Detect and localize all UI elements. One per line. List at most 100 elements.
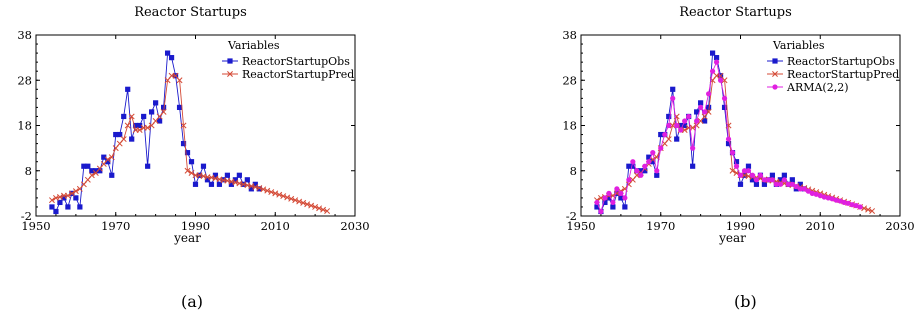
chart-b-series-reactorstartuppred-point-1973-b: [669, 122, 676, 129]
chart-a-series-reactorstartupobs-point-1970: [113, 131, 119, 138]
chart-a-series-reactorstartuppred-point-2013-b: [284, 194, 291, 201]
chart-b-series-arma-2-2-point-1976: [682, 118, 688, 124]
chart-b-series-reactorstartupobs-point-1965: [638, 168, 644, 174]
chart-a-series-reactorstartuppred-point-2015-b: [292, 197, 299, 204]
chart-b-series-arma-2-2-point-1963: [630, 159, 636, 165]
chart-a-series-reactorstartuppred-point-1964-b: [88, 172, 95, 179]
chart-b-legend-reactorstartuppred-marker: [772, 71, 778, 77]
chart-a-series-reactorstartupobs-point-1968: [105, 159, 111, 165]
chart-a-series-reactorstartupobs-point-1975: [133, 122, 139, 129]
chart-a-series-reactorstartupobs-point-1988: [184, 150, 191, 156]
chart-b-xtick-label-2010: 2010: [806, 219, 835, 233]
chart-a-series-reactorstartupobs-point-1995: [212, 172, 219, 178]
chart-b-legend-arma-2-2-marker: [772, 84, 778, 90]
chart-a-legend-reactorstartuppred-label: ReactorStartupPred: [242, 68, 354, 81]
chart-a-series-reactorstartupobs-point-1990: [192, 181, 199, 187]
chart-a-series-reactorstartuppred-point-1955-b: [52, 194, 59, 201]
chart-a-series-reactorstartuppred-point-2015: [292, 197, 299, 204]
chart-a-x-axis-label: year: [173, 231, 201, 245]
chart-b-series-reactorstartuppred-point-1964: [633, 172, 640, 179]
chart-a-series-reactorstartuppred-point-2014-b: [288, 195, 295, 202]
chart-b-series-arma-2-2-point-1988: [729, 150, 736, 156]
chart-b-series-arma-2-2-point-1989: [733, 163, 740, 169]
chart-b-series-arma-2-2-point-1977: [686, 113, 692, 120]
chart-b-series-reactorstartuppred-point-1982: [705, 108, 712, 115]
chart-b-series-arma-2-2-point-2006: [801, 186, 807, 192]
chart-b-series-arma-2-2-point-1986: [721, 95, 728, 101]
chart-b-series-reactorstartupobs-point-1958: [610, 204, 616, 210]
chart-a-series-reactorstartuppred-point-1988: [184, 167, 191, 174]
chart-b-series-arma-2-2-point-2008: [809, 190, 815, 196]
chart-b-series-reactorstartuppred-line: [596, 75, 873, 212]
chart-b-series-reactorstartupobs-point-1986: [721, 104, 728, 110]
chart-a-series-reactorstartupobs-point-1987: [180, 141, 187, 147]
chart-a-series-reactorstartupobs-point-1993: [204, 177, 211, 183]
chart-a-series-reactorstartuppred-point-2014: [288, 195, 295, 202]
chart-b-series-reactorstartupobs-point-1976: [682, 122, 688, 129]
chart-a-series-reactorstartupobs-point-1976: [137, 122, 143, 129]
chart-a-series-reactorstartuppred-point-1974: [128, 113, 135, 120]
chart-b-xtick-label-1970: 1970: [646, 219, 675, 233]
chart-b-series-arma-2-2-point-2004: [793, 183, 799, 190]
chart-a-series-reactorstartupobs-point-1958: [65, 204, 71, 210]
chart-a-series-reactorstartuppred-point-1985-b: [172, 72, 179, 79]
chart-a-series-reactorstartuppred-point-2023-b: [324, 208, 331, 214]
chart-a-series-reactorstartupobs-point-2001: [236, 172, 242, 178]
chart-b-series-arma-2-2-point-1993: [749, 172, 756, 178]
chart-a-series-reactorstartuppred-point-1960: [72, 188, 79, 195]
chart-a-series-reactorstartuppred-point-1964: [88, 172, 95, 179]
chart-b-series-reactorstartupobs-point-1998: [769, 172, 775, 178]
chart-b-series-arma-2-2-point-1968: [650, 150, 656, 156]
chart-a-series-reactorstartuppred-point-2012-b: [280, 193, 287, 200]
chart-a-series-reactorstartupobs-point-1972: [121, 113, 127, 120]
chart-b-xtick-label-1990: 1990: [726, 219, 755, 233]
chart-b-series-arma-2-2-point-1997: [765, 177, 772, 183]
chart-a-legend-title: Variables: [227, 39, 280, 52]
chart-a-series-reactorstartuppred-point-1982: [160, 108, 167, 115]
chart-a-series-reactorstartupobs-point-1979: [149, 109, 155, 115]
chart-b-series-reactorstartuppred-point-1976: [681, 127, 688, 133]
chart-b-series-arma-2-2-point-1959: [614, 186, 620, 192]
chart-b-ytick-label-38: 38: [562, 28, 577, 42]
chart-a-series-reactorstartupobs-point-1954: [49, 204, 55, 210]
chart-b-series-reactorstartuppred-point-2021-b: [861, 205, 868, 212]
chart-a-series-reactorstartupobs-point-2003: [244, 177, 250, 183]
chart-b-series-arma-2-2-point-1956: [602, 195, 608, 201]
chart-a-series-reactorstartuppred-point-1969-b: [108, 154, 115, 161]
chart-b-series-arma-2-2-point-1973: [670, 95, 676, 101]
chart-b-series-arma-2-2-point-2000: [777, 181, 783, 187]
chart-b-series-arma-2-2-point-1971: [662, 131, 668, 138]
chart-b-series-reactorstartuppred-point-1969-b: [653, 154, 660, 161]
chart-b-series-reactorstartupobs-point-1960: [618, 195, 624, 201]
chart-b-series-arma-2-2-point-1962: [626, 177, 632, 183]
chart-a-series-reactorstartuppred-point-1972-b: [120, 136, 127, 143]
chart-b-series-arma-2-2-point-1975: [678, 127, 684, 133]
chart-b-series-reactorstartuppred-point-1982-b: [705, 108, 712, 115]
chart-a-series-reactorstartupobs-point-1969: [109, 172, 115, 178]
chart-a-series-reactorstartuppred-point-1986: [176, 77, 183, 84]
chart-a-series-reactorstartuppred-point-2018: [304, 201, 311, 208]
chart-b-series-arma-2-2-point-1964: [634, 168, 640, 174]
chart-b-title: Reactor Startups: [679, 5, 792, 20]
chart-a-series-reactorstartuppred-point-1973-b: [124, 122, 131, 129]
chart-b-series-reactorstartupobs-point-1996: [761, 181, 768, 187]
chart-a-series-reactorstartuppred-point-1987: [180, 122, 187, 129]
chart-b-series-arma-2-2-point-2011: [821, 194, 827, 200]
chart-a-series-reactorstartuppred-point-2013: [284, 194, 291, 201]
chart-a-series-reactorstartuppred-point-2010-b: [272, 190, 279, 197]
chart-b-series-reactorstartupobs-point-1963: [630, 163, 636, 169]
chart-a-xtick-label-1970: 1970: [101, 219, 130, 233]
chart-a-ytick-label-38: 38: [17, 28, 32, 42]
chart-b-series-arma-2-2-point-2019: [853, 202, 859, 209]
chart-a-legend-reactorstartupobs-marker: [227, 58, 233, 64]
chart-a-series-reactorstartupobs-point-1973: [125, 86, 131, 92]
chart-b-series-arma-2-2-point-1980: [698, 104, 704, 110]
chart-b-xtick-label-2030: 2030: [885, 219, 914, 233]
chart-a-series-reactorstartuppred-point-1976-b: [136, 127, 143, 133]
chart-b-series-reactorstartupobs-point-1954: [594, 204, 600, 210]
chart-a-series-reactorstartupobs-point-1981: [157, 118, 163, 124]
chart-b-series-reactorstartupobs-point-1993: [749, 177, 756, 183]
chart-a-series-reactorstartuppred-point-2019-b: [308, 202, 315, 209]
chart-b-series-arma-2-2-point-1979: [694, 118, 700, 124]
chart-b-series-reactorstartupobs-point-2001: [781, 172, 787, 178]
